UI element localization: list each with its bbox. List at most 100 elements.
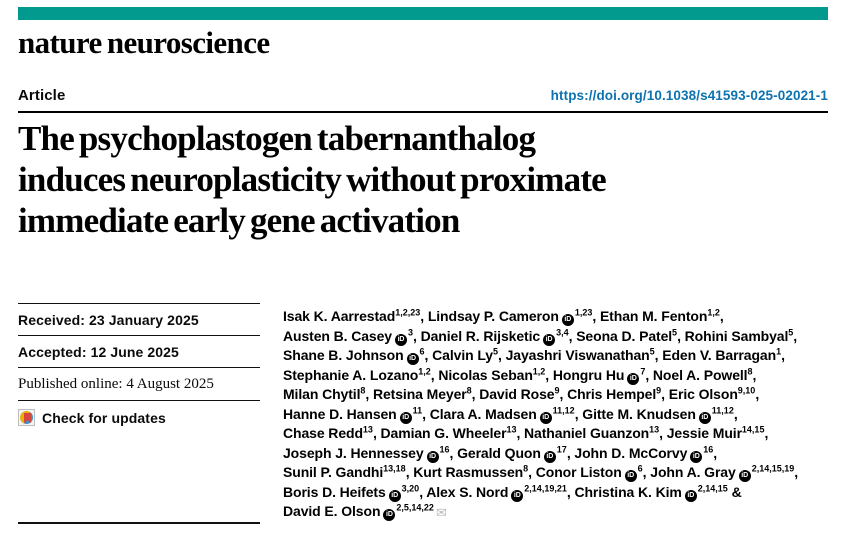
affiliation-superscript: 8 bbox=[747, 365, 753, 376]
author: Hongru Hu iD7 bbox=[552, 365, 646, 385]
affiliation-superscript: 14,15 bbox=[741, 424, 765, 435]
affiliation-superscript: 9,10 bbox=[737, 385, 756, 396]
affiliation-superscript: 11 bbox=[412, 404, 423, 415]
author: Nicolas Seban1,2 bbox=[438, 366, 545, 383]
orcid-icon[interactable]: iD bbox=[627, 372, 640, 385]
orcid-icon[interactable]: iD bbox=[543, 450, 556, 463]
author: Conor Liston iD6 bbox=[535, 464, 643, 482]
author: Retsina Meyer8 bbox=[373, 386, 472, 402]
affiliation-superscript: 16 bbox=[439, 443, 450, 454]
affiliation-superscript: 5 bbox=[672, 326, 678, 337]
author-name: Seona D. Patel bbox=[576, 327, 673, 344]
check-for-updates-link[interactable]: Check for updates bbox=[18, 400, 260, 433]
brand-color-bar bbox=[18, 7, 828, 20]
orcid-icon[interactable]: iD bbox=[383, 509, 396, 521]
affiliation-superscript: 16 bbox=[703, 443, 714, 454]
received-date: Received: 23 January 2025 bbox=[18, 303, 260, 335]
author-name: Eden V. Barragan bbox=[662, 347, 777, 363]
author-name: Sunil P. Gandhi bbox=[283, 464, 384, 480]
orcid-icon[interactable]: iD bbox=[690, 450, 703, 463]
author: Gitte M. Knudsen iD11,12 bbox=[582, 404, 734, 424]
orcid-icon[interactable]: iD bbox=[406, 353, 419, 365]
author-name: Nicolas Seban bbox=[438, 366, 533, 383]
published-date: Published online: 4 August 2025 bbox=[18, 367, 260, 400]
orcid-icon[interactable]: iD bbox=[738, 470, 751, 482]
check-for-updates-label: Check for updates bbox=[42, 409, 166, 426]
author-name: Hanne D. Hansen bbox=[283, 405, 397, 422]
author-name: Hongru Hu bbox=[552, 366, 625, 383]
email-icon[interactable]: ✉ bbox=[435, 506, 447, 521]
author: Seona D. Patel5 bbox=[576, 326, 678, 344]
affiliation-superscript: 11,12 bbox=[711, 404, 734, 415]
orcid-icon[interactable]: iD bbox=[539, 411, 552, 424]
affiliation-superscript: 3,4 bbox=[556, 326, 569, 337]
orcid-icon[interactable]: iD bbox=[698, 411, 711, 424]
orcid-icon[interactable]: iD bbox=[399, 411, 412, 424]
author-name: Ethan M. Fenton bbox=[599, 308, 708, 324]
header-divider bbox=[18, 111, 828, 113]
author: David Rose9 bbox=[479, 386, 559, 402]
author: Jayashri Viswanathan5 bbox=[506, 347, 655, 363]
orcid-icon[interactable]: iD bbox=[394, 333, 407, 346]
affiliation-superscript: 8 bbox=[360, 385, 366, 396]
author: Damian G. Wheeler13 bbox=[381, 425, 517, 441]
author: Isak K. Aarrestad1,2,23 bbox=[283, 308, 420, 324]
affiliation-superscript: 5 bbox=[788, 326, 794, 337]
journal-masthead: nature neuroscience bbox=[18, 25, 270, 60]
affiliation-superscript: 9 bbox=[656, 385, 662, 396]
author-name: Joseph J. Hennessey bbox=[283, 444, 424, 461]
orcid-icon[interactable]: iD bbox=[624, 470, 637, 482]
orcid-icon[interactable]: iD bbox=[543, 333, 556, 346]
affiliation-superscript: 2,14,15 bbox=[697, 482, 728, 493]
author: Milan Chytil8 bbox=[283, 386, 365, 402]
author-name: Kurt Rasmussen bbox=[413, 464, 524, 480]
orcid-icon[interactable]: iD bbox=[388, 489, 401, 502]
author: Nathaniel Guanzon13 bbox=[524, 425, 659, 441]
author-name: Austen B. Casey bbox=[283, 327, 392, 344]
article-page: nature neuroscience Article https://doi.… bbox=[18, 7, 828, 524]
author: Hanne D. Hansen iD11 bbox=[283, 404, 423, 424]
author: Kurt Rasmussen8 bbox=[413, 464, 528, 480]
affiliation-superscript: 8 bbox=[523, 463, 529, 474]
article-type-label: Article bbox=[18, 87, 66, 104]
author-name: Conor Liston bbox=[535, 464, 622, 480]
author: Eden V. Barragan1 bbox=[662, 347, 781, 363]
article-header-row: Article https://doi.org/10.1038/s41593-0… bbox=[18, 87, 828, 104]
author: Chase Redd13 bbox=[283, 425, 373, 441]
orcid-icon[interactable]: iD bbox=[511, 489, 524, 502]
affiliation-superscript: 13 bbox=[649, 424, 660, 435]
doi-link[interactable]: https://doi.org/10.1038/s41593-025-02021… bbox=[550, 88, 828, 103]
content-columns: Received: 23 January 2025 Accepted: 12 J… bbox=[18, 303, 828, 524]
affiliation-superscript: 7 bbox=[640, 365, 646, 376]
crossmark-bookmark bbox=[24, 413, 31, 423]
affiliation-superscript: 1,2 bbox=[418, 365, 431, 376]
affiliation-superscript: 5 bbox=[649, 346, 655, 357]
author-name: Boris D. Heifets bbox=[283, 483, 386, 500]
author-name: Clara A. Madsen bbox=[429, 405, 537, 422]
author-name: Noel A. Powell bbox=[652, 366, 748, 383]
orcid-icon[interactable]: iD bbox=[684, 489, 697, 502]
author: Joseph J. Hennessey iD16 bbox=[283, 443, 450, 463]
author: Boris D. Heifets iD3,20 bbox=[283, 483, 419, 502]
author-name: Chris Hempel bbox=[567, 386, 657, 402]
author: Shane B. Johnson iD6 bbox=[283, 347, 425, 365]
accepted-date: Accepted: 12 June 2025 bbox=[18, 335, 260, 367]
title-line-1: The psychoplastogen tabernanthalog bbox=[18, 119, 536, 158]
author: Eric Olson9,10 bbox=[669, 386, 756, 402]
author-name: Milan Chytil bbox=[283, 386, 361, 402]
author-name: John D. McCorvy bbox=[574, 444, 688, 461]
author: Austen B. Casey iD3 bbox=[283, 327, 413, 346]
affiliation-superscript: 2,14,19,21 bbox=[524, 482, 567, 493]
author-name: Chase Redd bbox=[283, 425, 363, 441]
affiliation-superscript: 8 bbox=[466, 385, 472, 396]
author-name: Jessie Muir bbox=[666, 425, 742, 441]
affiliation-superscript: 5 bbox=[492, 346, 498, 357]
orcid-icon[interactable]: iD bbox=[426, 450, 439, 463]
affiliation-superscript: 2,14,15,19 bbox=[751, 463, 795, 474]
affiliation-superscript: 9 bbox=[554, 385, 560, 396]
author-name: Jayashri Viswanathan bbox=[505, 347, 650, 363]
orcid-icon[interactable]: iD bbox=[561, 314, 574, 326]
affiliation-superscript: 13 bbox=[506, 424, 517, 435]
author-list: Isak K. Aarrestad1,2,23, Lindsay P. Came… bbox=[283, 307, 799, 521]
affiliation-superscript: 2,5,14,22 bbox=[396, 502, 434, 513]
